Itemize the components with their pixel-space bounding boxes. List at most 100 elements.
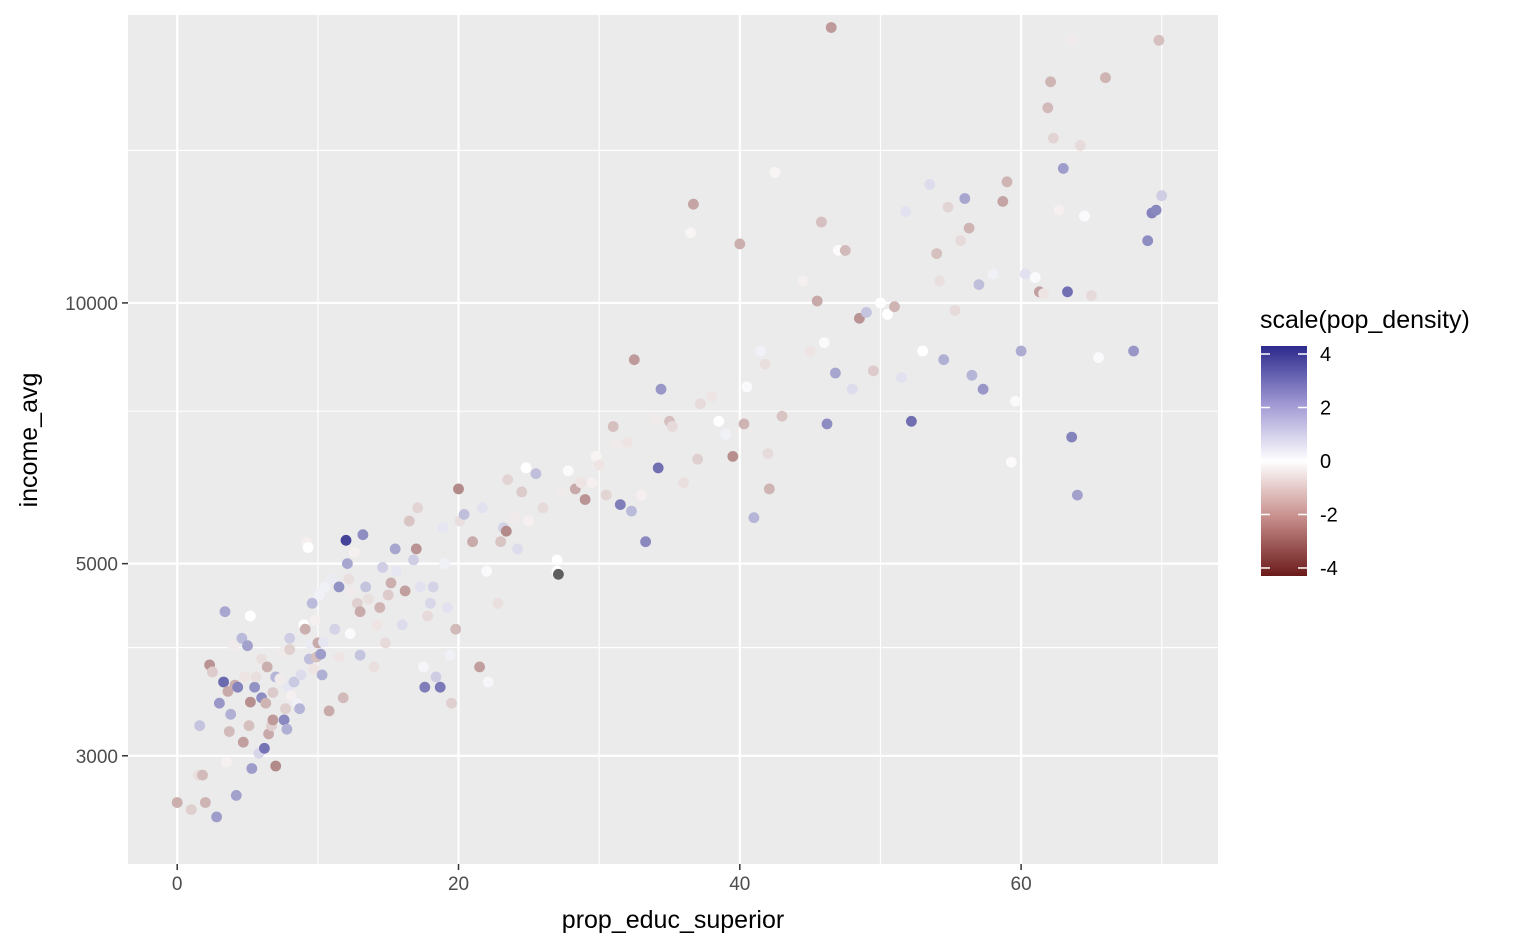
data-point: [319, 581, 331, 593]
data-point: [427, 581, 439, 593]
data-point: [308, 663, 320, 675]
color-legend: scale(pop_density) 4 2 0 -2 -4: [1260, 306, 1470, 580]
data-point: [313, 589, 325, 601]
data-point: [246, 763, 258, 774]
data-point: [419, 681, 431, 693]
x-tick-label: 60: [1011, 874, 1032, 895]
data-point: [896, 372, 907, 383]
y-tick-label: 5000: [76, 555, 118, 576]
data-point: [294, 703, 305, 715]
data-point: [259, 742, 270, 754]
data-point: [230, 790, 242, 801]
data-point: [492, 597, 504, 609]
legend-tick-label: -4: [1320, 558, 1338, 580]
data-point: [861, 307, 872, 318]
data-point: [997, 196, 1009, 207]
data-point: [977, 383, 989, 395]
data-point: [706, 391, 718, 402]
y-tick-label: 10000: [65, 294, 118, 315]
data-point: [1150, 204, 1162, 216]
data-point: [481, 565, 492, 577]
data-point: [444, 649, 456, 661]
data-point: [340, 534, 352, 546]
data-point: [685, 227, 696, 239]
data-point: [389, 543, 401, 555]
data-point: [274, 673, 286, 685]
data-point: [495, 536, 507, 548]
data-point: [1086, 290, 1097, 301]
data-point: [966, 369, 978, 381]
data-point: [200, 797, 211, 808]
data-point: [987, 268, 999, 280]
data-point: [734, 238, 746, 250]
data-point: [333, 651, 345, 663]
data-point: [243, 720, 255, 732]
data-point: [458, 509, 470, 520]
data-point: [342, 558, 353, 569]
data-point: [628, 354, 640, 366]
data-point: [593, 459, 605, 471]
data-point: [245, 610, 256, 622]
data-point: [797, 275, 809, 287]
data-point: [906, 415, 917, 427]
data-points: [171, 22, 1168, 823]
data-point: [763, 483, 775, 495]
data-point: [242, 640, 253, 652]
data-point: [410, 543, 422, 555]
data-point: [600, 489, 612, 501]
data-point: [551, 554, 563, 566]
data-point: [1062, 286, 1073, 298]
data-point: [621, 437, 633, 448]
data-point: [917, 345, 928, 357]
data-point: [222, 686, 234, 697]
data-point: [280, 703, 291, 715]
data-point: [482, 676, 494, 688]
data-point: [553, 568, 564, 580]
x-axis-title: prop_educ_superior: [562, 906, 784, 934]
data-point: [1066, 431, 1078, 443]
data-point: [655, 383, 667, 395]
data-point: [1156, 190, 1168, 202]
data-point: [614, 499, 626, 510]
data-point: [816, 216, 827, 228]
data-point: [302, 542, 314, 553]
data-point: [586, 477, 598, 489]
data-point: [450, 623, 462, 635]
data-point: [610, 439, 622, 451]
data-point: [477, 502, 488, 514]
data-point: [354, 606, 366, 618]
data-point: [415, 581, 426, 593]
data-point: [218, 676, 230, 688]
data-point: [171, 797, 183, 808]
data-point: [260, 697, 272, 709]
data-point: [357, 529, 369, 541]
data-point: [509, 512, 521, 524]
data-point: [278, 714, 290, 726]
data-point: [207, 666, 218, 678]
data-point: [748, 512, 760, 524]
data-point: [223, 726, 235, 737]
data-point: [270, 760, 282, 772]
data-point: [315, 648, 327, 660]
data-point: [1019, 268, 1031, 280]
data-point: [326, 573, 338, 585]
data-point: [346, 585, 357, 597]
data-point: [285, 690, 297, 702]
data-point: [678, 477, 689, 489]
data-point: [1053, 204, 1065, 216]
data-point: [1128, 345, 1139, 357]
data-point: [354, 649, 366, 661]
data-point: [377, 562, 388, 573]
data-point: [516, 486, 528, 498]
data-point: [382, 589, 394, 601]
data-point: [720, 429, 732, 440]
data-point: [412, 502, 424, 514]
data-point: [640, 536, 651, 548]
data-point: [425, 597, 436, 609]
data-point: [1029, 272, 1041, 283]
data-point: [650, 413, 661, 425]
data-point: [1010, 395, 1021, 407]
legend-tick-label: 4: [1320, 344, 1331, 366]
data-point: [380, 637, 391, 649]
data-point: [299, 623, 311, 635]
